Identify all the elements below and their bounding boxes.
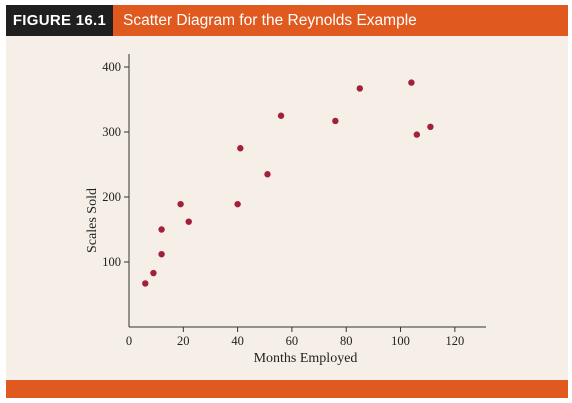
x-axis-label: Months Employed <box>254 351 358 366</box>
x-axis-ticks: 0 20 40 60 80 100 120 <box>126 327 464 348</box>
chart-panel <box>6 36 568 380</box>
data-point <box>158 251 165 258</box>
data-point <box>356 85 364 92</box>
x-tick-label: 0 <box>126 334 132 348</box>
data-point <box>158 226 165 233</box>
data-point <box>234 200 241 208</box>
x-tick-label: 40 <box>231 334 244 348</box>
data-point <box>150 269 157 277</box>
data-point <box>277 112 285 119</box>
y-axis-label: Scales Sold <box>85 188 100 253</box>
y-tick-label: 400 <box>102 60 121 74</box>
y-tick-label: 100 <box>102 255 121 269</box>
data-point <box>408 79 415 86</box>
x-tick-label: 100 <box>391 334 410 348</box>
data-point <box>332 117 339 125</box>
x-tick-label: 20 <box>177 334 190 348</box>
data-point <box>413 131 421 138</box>
y-axis-ticks: 100 200 300 400 <box>102 60 129 269</box>
figure-header: FIGURE 16.1 Scatter Diagram for the Reyn… <box>6 5 568 36</box>
x-tick-label: 60 <box>286 334 299 348</box>
data-point <box>177 200 184 208</box>
y-tick-label: 200 <box>102 190 121 204</box>
data-point <box>264 171 271 178</box>
data-point <box>427 123 434 130</box>
data-point <box>142 280 149 287</box>
footer-bar <box>6 380 568 398</box>
axes <box>128 54 486 328</box>
data-point <box>237 145 244 152</box>
data-point <box>185 218 192 225</box>
data-points <box>142 79 434 287</box>
y-tick-label: 300 <box>102 125 121 139</box>
figure-title: Scatter Diagram for the Reynolds Example <box>113 5 568 36</box>
x-tick-label: 80 <box>340 334 353 348</box>
x-tick-label: 120 <box>445 334 464 348</box>
figure-number: FIGURE 16.1 <box>6 5 113 36</box>
